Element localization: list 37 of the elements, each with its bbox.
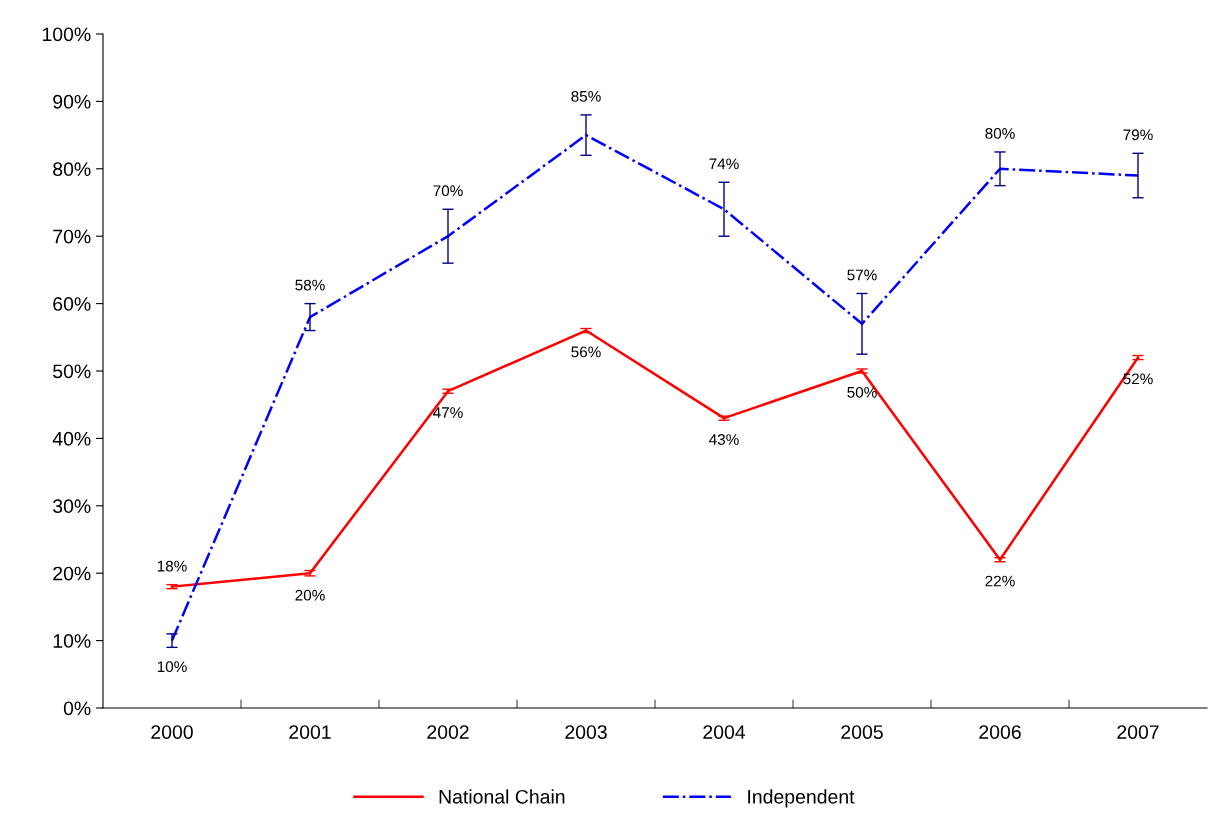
legend-label: National Chain <box>439 789 565 804</box>
data-label: 74% <box>709 158 739 170</box>
y-tick-label: 10% <box>53 634 91 648</box>
y-tick-label: 40% <box>52 431 91 446</box>
y-tick-label: 70% <box>53 229 91 244</box>
data-label: 80% <box>985 128 1015 139</box>
y-tick-label: 80% <box>53 162 91 177</box>
x-tick-label: 2005 <box>841 725 883 739</box>
y-tick-label: 20% <box>53 566 91 581</box>
x-tick-label: 2006 <box>979 725 1021 739</box>
data-label: 10% <box>157 661 187 673</box>
data-label: 18% <box>157 560 187 572</box>
x-tick-label: 2001 <box>289 725 331 739</box>
data-label: 79% <box>1123 129 1153 141</box>
data-label: 47% <box>433 407 463 418</box>
data-label: 43% <box>709 434 739 445</box>
data-label: 56% <box>571 346 601 358</box>
x-tick-label: 2000 <box>151 725 193 739</box>
x-tick-label: 2002 <box>427 725 469 739</box>
x-tick-label: 2004 <box>703 725 746 739</box>
y-tick-label: 90% <box>53 94 91 109</box>
y-tick-label: 50% <box>53 364 91 379</box>
y-tick-label: 30% <box>53 499 91 514</box>
data-label: 20% <box>295 589 325 601</box>
legend-label: Independent <box>748 789 855 808</box>
data-label: 50% <box>847 386 877 398</box>
data-label: 57% <box>847 269 877 281</box>
y-tick-label: 60% <box>53 297 91 311</box>
data-label: 85% <box>571 90 601 102</box>
y-tick-label: 100% <box>42 27 91 42</box>
data-label: 52% <box>1123 373 1153 385</box>
y-tick-label: 0% <box>63 701 91 716</box>
data-label: 58% <box>295 279 325 291</box>
data-label: 22% <box>985 575 1015 587</box>
x-tick-label: 2003 <box>565 725 607 739</box>
data-label: 70% <box>433 185 463 197</box>
x-tick-label: 2007 <box>1117 725 1159 739</box>
